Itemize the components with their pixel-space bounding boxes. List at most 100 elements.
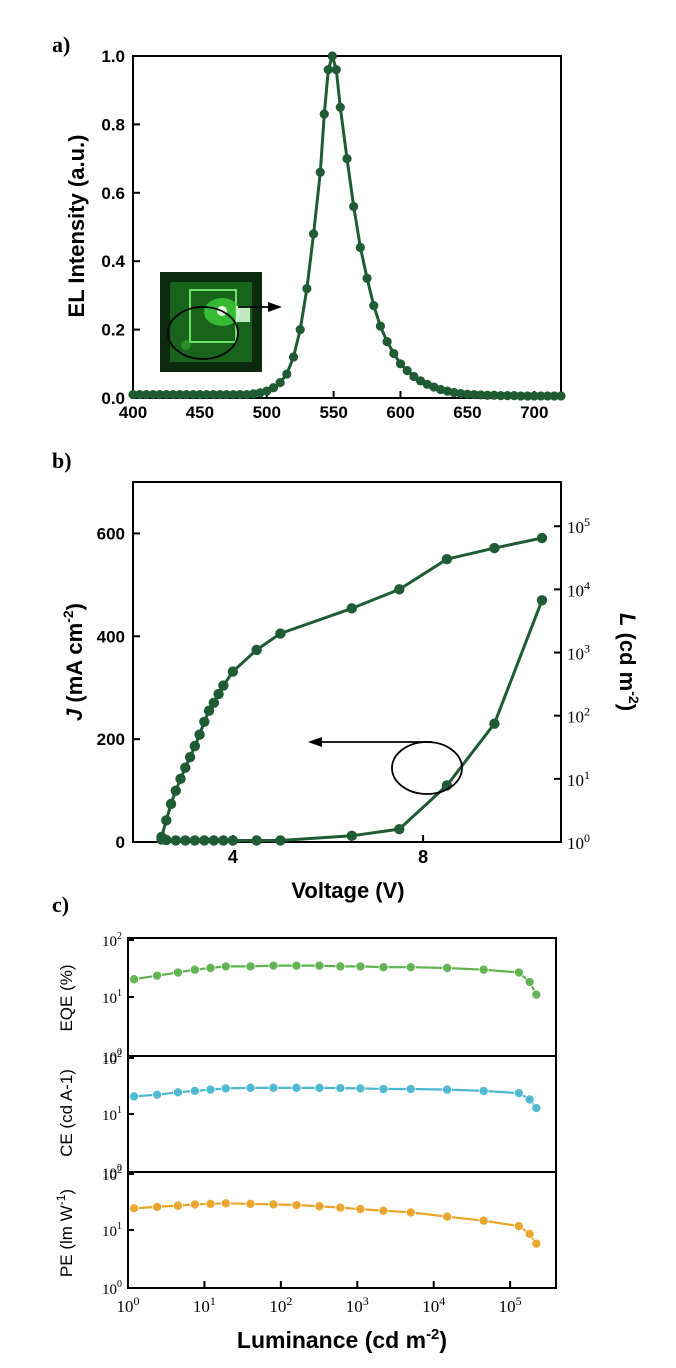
pe-data-point	[531, 1238, 542, 1249]
panel-a-ylabel: EL Intensity (a.u.)	[64, 135, 89, 318]
el-data-point	[395, 359, 406, 369]
panel-b-label: b)	[52, 448, 72, 473]
y-tick-label-a: 0.6	[101, 184, 125, 203]
pe-data-point	[245, 1198, 256, 1209]
el-data-point	[556, 391, 566, 401]
el-data-point	[349, 201, 359, 212]
pe-y-tick-label: 101	[102, 1221, 122, 1240]
y-tick-label-a: 0.2	[101, 321, 125, 340]
el-data-point	[335, 102, 345, 112]
el-data-point	[529, 391, 539, 401]
y2-tick-label-b: 103	[567, 642, 590, 664]
el-data-point	[409, 371, 419, 382]
pe-data-point	[268, 1199, 279, 1210]
pe-data-point	[524, 1228, 535, 1239]
eqe-data-point	[524, 976, 535, 987]
el-data-point	[282, 369, 292, 379]
pe-data-point	[291, 1200, 302, 1211]
y-tick-label-a: 1.0	[101, 47, 125, 66]
y-tick-label-b: 200	[97, 730, 125, 749]
el-data-point	[302, 283, 312, 294]
ce-data-point	[378, 1084, 389, 1095]
j-data-point	[218, 835, 229, 846]
y2-tick-label-b: 105	[567, 515, 590, 537]
eqe-data-point	[335, 961, 346, 972]
j-data-point	[394, 823, 405, 835]
pe-data-point	[513, 1221, 524, 1232]
ce-data-point	[335, 1083, 346, 1094]
el-data-point	[288, 352, 299, 362]
x-tick-label-a: 400	[119, 403, 147, 422]
pe-y-tick-label: 100	[102, 1279, 122, 1298]
l-data-point	[346, 603, 357, 614]
eqe-data-point	[129, 974, 140, 985]
el-data-point	[549, 391, 559, 401]
el-data-point	[536, 391, 546, 401]
pe-data-point	[220, 1198, 231, 1209]
el-data-point	[215, 389, 225, 400]
el-data-point	[235, 389, 245, 400]
pe-data-point	[378, 1205, 389, 1216]
el-data-point	[402, 366, 412, 376]
el-data-point	[516, 391, 526, 401]
ce-data-point	[531, 1103, 542, 1114]
arrow-left-head	[308, 737, 322, 747]
l-data-point	[184, 752, 196, 763]
eqe-data-point	[405, 962, 416, 973]
panel-c-label: c)	[52, 892, 69, 917]
l-data-point	[165, 798, 177, 810]
ce-ylabel: CE (cd A-1)	[57, 1069, 76, 1157]
ce-data-point	[513, 1088, 524, 1099]
pe-data-point	[152, 1201, 163, 1212]
el-data-point	[323, 65, 333, 75]
j-v-line	[161, 599, 544, 842]
el-data-point	[315, 167, 325, 177]
eqe-y-tick-label: 101	[102, 988, 122, 1007]
l-data-point	[441, 554, 453, 565]
ce-y-tick-label: 102	[102, 1049, 122, 1068]
panel-a-frame	[132, 55, 562, 399]
l-data-point	[180, 762, 191, 773]
el-data-point	[161, 389, 172, 400]
x-tick-label-a: 700	[520, 403, 548, 422]
l-data-point	[275, 628, 286, 639]
el-data-point	[181, 389, 192, 400]
panel-c-frame	[127, 937, 557, 1289]
el-data-point	[496, 391, 506, 401]
j-data-point	[189, 835, 201, 846]
pe-data-point	[335, 1202, 346, 1213]
x-tick-label-a: 550	[319, 403, 347, 422]
pe-data-point	[314, 1201, 325, 1212]
el-data-point	[175, 389, 185, 400]
l-data-point	[170, 785, 181, 796]
ce-data-point	[405, 1084, 416, 1095]
eqe-data-point	[245, 961, 256, 972]
l-data-point	[203, 705, 215, 716]
j-data-point	[170, 835, 181, 846]
el-data-point	[222, 389, 232, 400]
el-data-point	[141, 389, 151, 400]
x-tick-label-c: 100	[117, 1294, 140, 1316]
pe-data-point	[205, 1198, 216, 1209]
eqe-data-point	[172, 967, 183, 978]
el-data-point	[375, 321, 386, 331]
l-data-point	[175, 773, 186, 785]
l-data-point	[489, 542, 500, 554]
eqe-data-point	[205, 963, 216, 974]
j-data-point	[251, 835, 262, 846]
el-data-point	[168, 389, 178, 400]
x-tick-label-c: 103	[346, 1294, 369, 1316]
panel-c-xlabel: Luminance (cd m-2)	[237, 1326, 447, 1353]
x-tick-label-a: 500	[253, 403, 281, 422]
el-data-point	[327, 51, 337, 61]
y2-tick-label-b: 104	[567, 578, 590, 600]
el-data-point	[268, 383, 279, 393]
x-tick-label-b: 4	[228, 847, 238, 867]
eqe-data-point	[442, 963, 453, 974]
eqe-data-point	[314, 960, 325, 971]
ce-data-point	[172, 1087, 183, 1098]
x-tick-label-c: 104	[422, 1294, 445, 1316]
el-data-point	[355, 242, 365, 253]
j-data-point	[489, 718, 500, 729]
